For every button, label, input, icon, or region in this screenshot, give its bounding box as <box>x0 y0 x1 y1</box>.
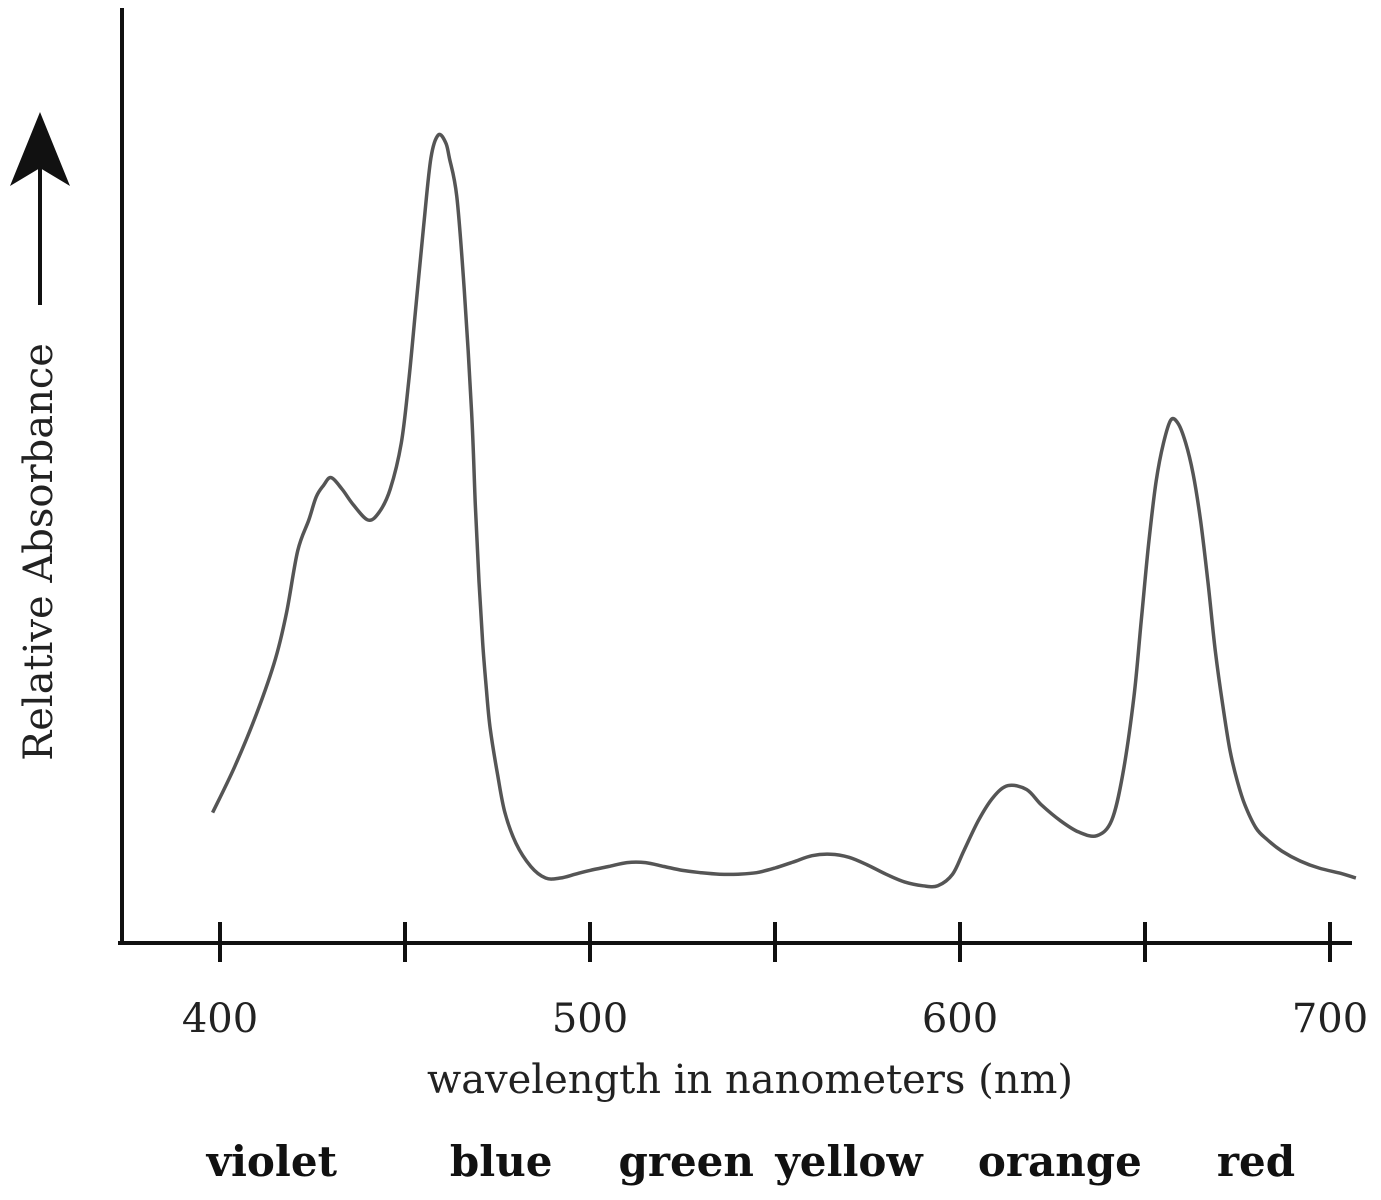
band-label-violet: violet <box>206 1137 338 1186</box>
x-tick-label-600: 600 <box>922 996 998 1042</box>
x-tick-label-500: 500 <box>552 996 628 1042</box>
x-tick-label-700: 700 <box>1292 996 1368 1042</box>
band-label-red: red <box>1217 1137 1295 1186</box>
band-label-yellow: yellow <box>774 1137 923 1186</box>
band-label-orange: orange <box>978 1137 1142 1186</box>
x-tick-labels: 400 500 600 700 <box>182 996 1368 1042</box>
x-axis-title: wavelength in nanometers (nm) <box>427 1057 1073 1103</box>
color-band-labels: violet blue green yellow orange red <box>206 1137 1296 1186</box>
x-ticks <box>218 922 1332 962</box>
band-label-green: green <box>618 1137 753 1186</box>
y-axis-title: Relative Absorbance <box>16 343 62 761</box>
absorbance-curve <box>211 132 1357 889</box>
x-tick-label-400: 400 <box>182 996 258 1042</box>
band-label-blue: blue <box>450 1137 553 1186</box>
arrow-up-icon <box>10 112 70 186</box>
